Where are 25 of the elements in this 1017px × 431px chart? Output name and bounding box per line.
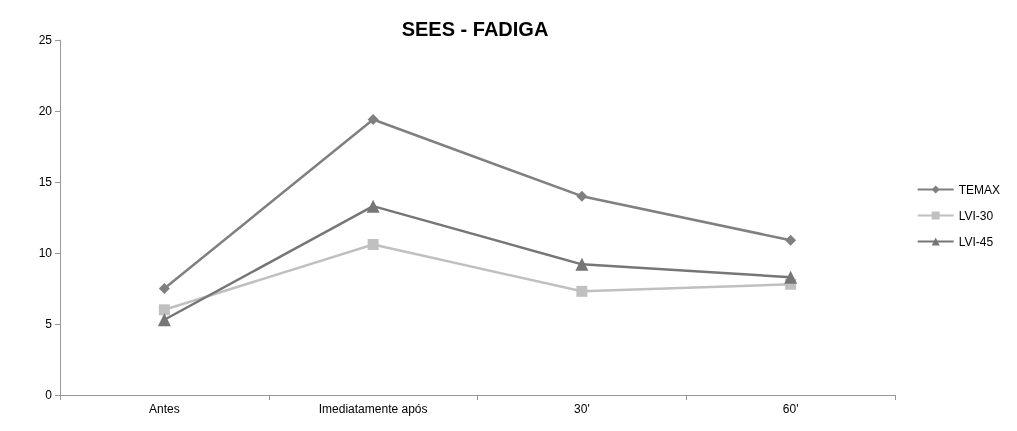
- y-tick-label: 0: [45, 388, 53, 402]
- point: [785, 234, 797, 246]
- legend-label: LVI-30: [958, 208, 994, 223]
- y-tick-label: 20: [38, 104, 53, 118]
- x-tick-label: Imediatamente após: [318, 402, 428, 416]
- legend-label: TEMAX: [958, 182, 1001, 197]
- legend-label: LVI-45: [958, 234, 994, 249]
- point: [158, 283, 170, 294]
- point: [784, 270, 798, 284]
- point: [575, 257, 589, 271]
- x-tick-label: 30': [574, 402, 590, 416]
- point: [367, 114, 379, 126]
- point: [576, 285, 588, 297]
- point: [576, 190, 588, 202]
- x-tick-label: Antes: [149, 402, 180, 416]
- point: [158, 304, 170, 316]
- x-tick-label: 60': [782, 402, 799, 416]
- y-tick-label: 15: [38, 175, 53, 189]
- point: [157, 313, 171, 327]
- point: [366, 199, 380, 213]
- point: [367, 238, 379, 250]
- y-tick-label: 5: [45, 317, 53, 331]
- chart-title: SEES - FADIGA: [401, 18, 549, 40]
- y-tick-label: 25: [38, 33, 53, 47]
- y-tick-label: 10: [38, 246, 53, 260]
